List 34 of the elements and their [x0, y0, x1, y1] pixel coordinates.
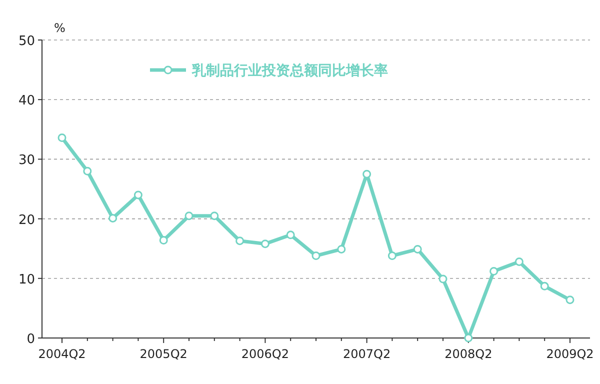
y-tick-label: 40: [18, 94, 35, 109]
point: [490, 267, 498, 276]
point: [134, 190, 142, 200]
point: [236, 236, 244, 246]
point: [438, 274, 448, 284]
point: [286, 230, 295, 240]
x-tick-label: 2009Q2: [546, 347, 594, 361]
y-tick-label: 50: [18, 34, 35, 49]
point: [337, 244, 346, 254]
point: [312, 252, 320, 260]
point: [566, 296, 574, 304]
point: [184, 212, 194, 220]
x-tick-label: 2006Q2: [241, 347, 290, 361]
point: [58, 133, 66, 142]
point: [159, 236, 168, 245]
legend-label: 乳制品行业投资总额同比增长率: [191, 62, 388, 79]
y-tick-label: 20: [18, 212, 35, 228]
point: [83, 166, 92, 176]
point: [260, 240, 270, 248]
point: [388, 252, 396, 260]
y-axis-title: %: [54, 21, 66, 35]
point: [108, 214, 118, 222]
y-tick-label: 30: [18, 153, 35, 168]
point: [514, 257, 524, 266]
point: [413, 244, 422, 254]
x-tick-label: 2004Q2: [38, 347, 86, 361]
x-tick-label: 2005Q2: [140, 347, 188, 361]
point: [362, 170, 372, 178]
y-tick-label: 10: [18, 272, 35, 288]
x-tick-label: 2007Q2: [342, 347, 391, 361]
x-tick-label: 2008Q2: [444, 347, 492, 361]
y-tick-label: 0: [26, 332, 35, 347]
point: [540, 282, 549, 290]
point: [210, 212, 219, 220]
